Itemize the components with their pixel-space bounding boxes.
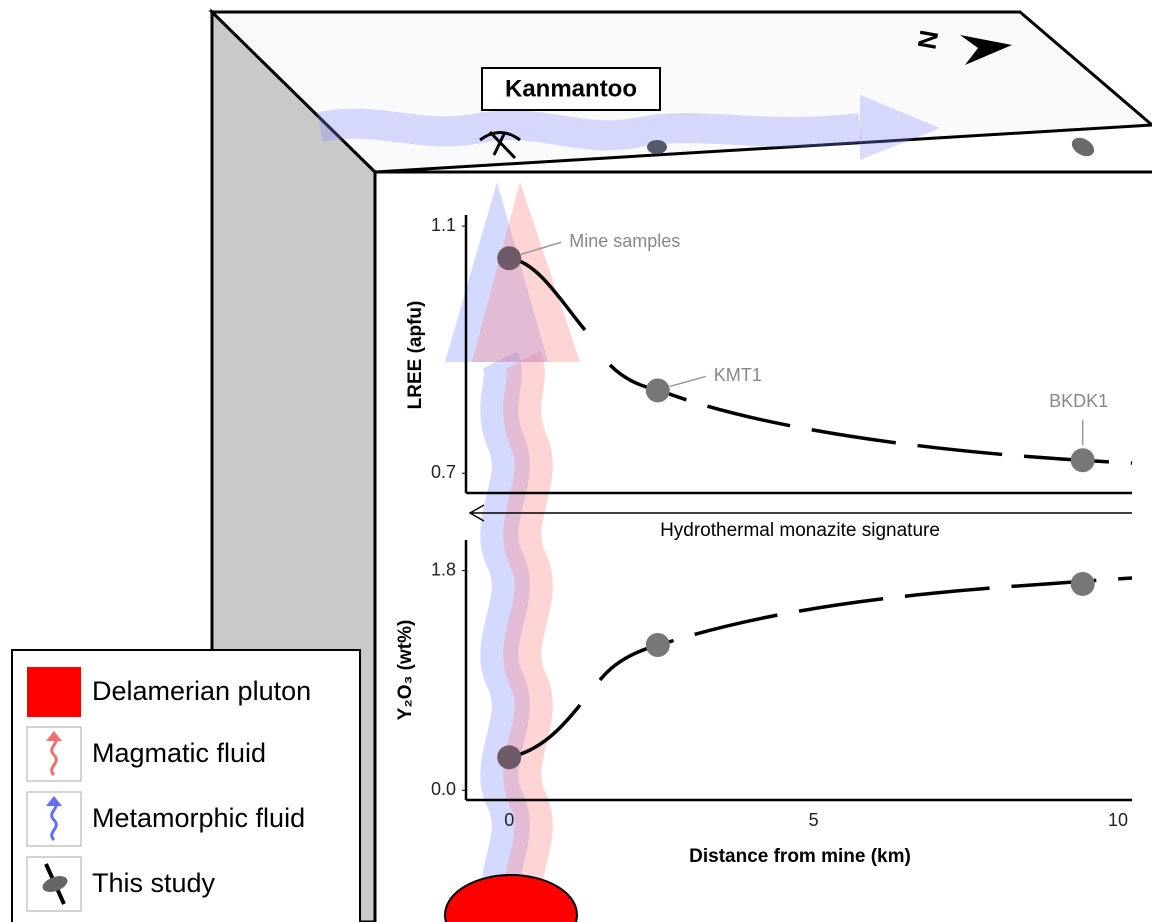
location-label: Kanmantoo xyxy=(505,75,637,102)
y-tick-label: 0.0 xyxy=(431,779,456,799)
data-point xyxy=(497,246,521,270)
point-label: Mine samples xyxy=(569,231,680,251)
x-tick-label: 10 xyxy=(1108,810,1128,830)
legend-label: Magmatic fluid xyxy=(92,738,266,768)
y-axis-title: Y₂O₃ (wt%) xyxy=(395,620,416,721)
legend-label: This study xyxy=(92,868,216,898)
legend-swatch xyxy=(27,667,81,717)
x-axis-title: Distance from mine (km) xyxy=(689,846,911,867)
sample-marker xyxy=(1069,134,1098,160)
point-label: BKDK1 xyxy=(1049,391,1108,411)
signature-label: Hydrothermal monazite signature xyxy=(660,520,940,541)
data-point xyxy=(1071,572,1095,596)
point-label: KMT1 xyxy=(714,365,762,385)
legend: Delamerian pluton Magmatic fluid Metamor… xyxy=(12,650,360,922)
magmatic-fluid xyxy=(522,360,534,922)
x-tick-label: 0 xyxy=(504,810,514,830)
y-axis-title: LREE (apfu) xyxy=(405,301,426,410)
data-point xyxy=(497,745,521,769)
data-point xyxy=(1071,448,1095,472)
x-tick-label: 5 xyxy=(809,810,819,830)
top-face xyxy=(212,12,1152,172)
data-point xyxy=(646,378,670,402)
y-tick-label: 1.1 xyxy=(431,215,456,235)
figure: Kanmantoo N Hydrothermal monazite signat… xyxy=(0,0,1152,922)
data-point xyxy=(646,633,670,657)
legend-label: Metamorphic fluid xyxy=(92,803,305,833)
top-fluid-flow xyxy=(320,124,860,136)
sample-marker xyxy=(647,140,667,154)
y-tick-label: 0.7 xyxy=(431,462,456,482)
y-tick-label: 1.8 xyxy=(431,559,456,579)
legend-label: Delamerian pluton xyxy=(92,676,311,706)
